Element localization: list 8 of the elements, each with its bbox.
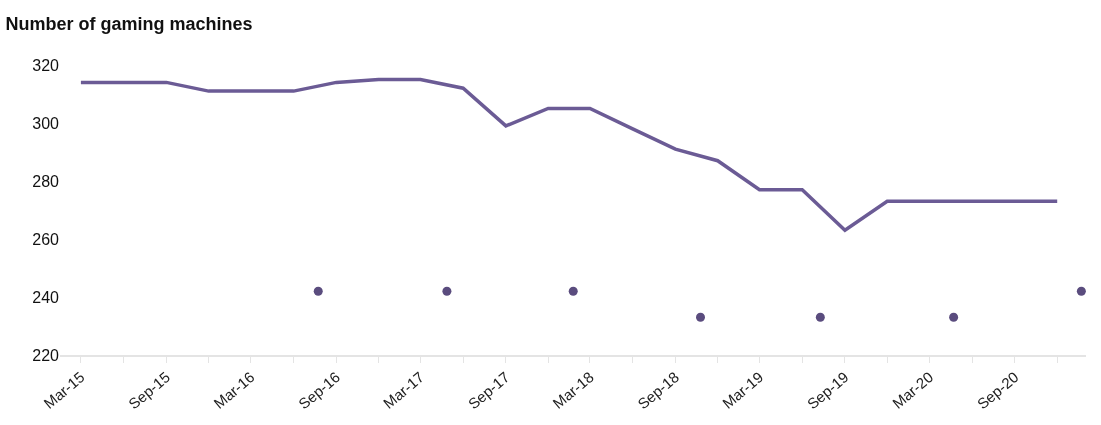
y-tick-label: 220 (32, 346, 60, 364)
y-tick-label: 280 (32, 172, 60, 190)
line-series (79, 77, 1059, 233)
y-tick-label: 240 (32, 288, 60, 306)
y-tick-label: 320 (32, 56, 60, 74)
chart-title: Number of gaming machines (5, 13, 253, 34)
y-tick-label: 300 (32, 114, 60, 132)
y-tick-label: 260 (32, 230, 60, 248)
